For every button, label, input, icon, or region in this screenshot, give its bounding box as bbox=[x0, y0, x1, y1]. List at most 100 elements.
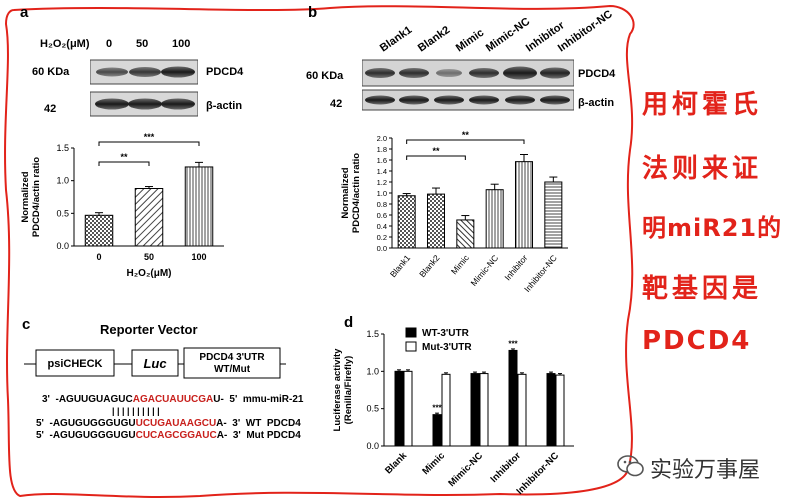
seq-bonds: | | | | | | | | | | bbox=[112, 406, 160, 416]
bar-blank2 bbox=[426, 193, 446, 249]
seq-mir21: 3' -AGUUGUAGUCAGACUAUUCGAU- 5' mmu-miR-2… bbox=[42, 394, 304, 405]
x-tick-label-inhibitor: Inhibitor bbox=[502, 253, 529, 283]
panel-label-a: a bbox=[20, 4, 29, 21]
legend-swatch-mut-3-utr bbox=[405, 341, 417, 352]
lane-label-blank1: Blank1 bbox=[378, 24, 414, 55]
x-tick-label-blank2: Blank2 bbox=[417, 253, 442, 280]
bar-blank-mut-3-utr bbox=[403, 370, 413, 447]
luc-box bbox=[131, 349, 179, 377]
y-axis-label: Luciferase activity bbox=[332, 348, 343, 432]
y-tick-label: 1.8 bbox=[377, 145, 387, 154]
reporter-title: Reporter Vector bbox=[100, 322, 198, 337]
y-tick-label: 1.5 bbox=[56, 143, 69, 153]
x-tick-label-mimic-nc: Mimic-NC bbox=[469, 253, 501, 288]
bar-mimic bbox=[456, 219, 475, 249]
watermark-text: 实验万事屋 bbox=[650, 457, 761, 482]
western-blot-b bbox=[362, 59, 574, 111]
panel-label-d: d bbox=[344, 314, 354, 331]
lane-labels-b: Blank1 Blank2 Mimic Mimic-NC Inhibitor I… bbox=[378, 8, 615, 55]
significance-label: *** bbox=[508, 339, 518, 348]
bar-mimic-mut-3-utr bbox=[441, 373, 451, 447]
y-axis-label: (Renilla/Firefly) bbox=[343, 356, 354, 425]
y-tick-label: 0.0 bbox=[56, 241, 69, 251]
significance-label: *** bbox=[144, 132, 155, 142]
y-tick-label: 0.6 bbox=[377, 211, 387, 220]
bar-mimic-nc bbox=[485, 189, 504, 249]
blot-name-actin-a: β-actin bbox=[206, 100, 243, 112]
y-tick-label: 1.0 bbox=[377, 189, 387, 198]
bar-chart-d: 0.0 0.5 1.0 1.5 Blank *** Mimic Mimic-NC *** Inhi… bbox=[332, 327, 574, 497]
bar-chart-a: 0.00.51.01.50 50 100*****Normalized PDCD4/a… bbox=[20, 132, 224, 279]
bar-inhibitor-mut-3-utr bbox=[517, 373, 527, 447]
panel-label-b: b bbox=[308, 4, 318, 21]
y-tick-label: 2.0 bbox=[377, 134, 387, 143]
significance-label: ** bbox=[462, 130, 470, 140]
significance-bracket bbox=[406, 139, 525, 144]
mw-42-a: 42 bbox=[44, 103, 57, 115]
x-axis-label: H₂O₂(μM) bbox=[127, 268, 172, 279]
x-tick-label-inhibitor: Inhibitor bbox=[488, 450, 523, 485]
x-tick-label-blank1: Blank1 bbox=[388, 253, 413, 280]
blot-name-pdcd4-b: PDCD4 bbox=[578, 68, 616, 80]
significance-label: ** bbox=[120, 152, 128, 162]
x-tick-label-mimic-nc: Mimic-NC bbox=[446, 450, 485, 489]
western-blot-a bbox=[90, 59, 198, 117]
panel-label-c: c bbox=[22, 316, 31, 333]
legend-label-mut-3-utr: Mut-3'UTR bbox=[422, 342, 472, 353]
box-luc-label: Luc bbox=[143, 356, 167, 371]
lane-label-mimic: Mimic bbox=[454, 27, 486, 55]
y-tick-label: 0.5 bbox=[56, 208, 69, 218]
bar-50 bbox=[134, 188, 164, 247]
side-note-line-3: 明miR21的 bbox=[642, 214, 783, 242]
y-tick-label: 1.0 bbox=[56, 176, 69, 186]
x-tick-label-0: 0 bbox=[96, 252, 101, 262]
blot-name-pdcd4-a: PDCD4 bbox=[206, 66, 244, 78]
y-tick-label: 1.2 bbox=[377, 178, 387, 187]
y-axis-label: Normalized bbox=[20, 171, 31, 222]
y-tick-label: 0.0 bbox=[377, 244, 387, 253]
box-psicheck-label: psiCHECK bbox=[47, 358, 102, 370]
y-tick-label: 0.0 bbox=[366, 441, 379, 451]
x-tick-label-50: 50 bbox=[144, 252, 154, 262]
blot-name-actin-b: β-actin bbox=[578, 97, 615, 109]
side-note-line-2: 法则来证 bbox=[642, 154, 763, 184]
significance-label: ** bbox=[432, 146, 440, 156]
mw-42-b: 42 bbox=[330, 98, 343, 110]
lane-label-inhibitor-nc: Inhibitor-NC bbox=[556, 8, 615, 54]
box-utr-label-line1: PDCD4 3'UTR bbox=[199, 352, 265, 363]
significance-bracket bbox=[98, 161, 150, 166]
psicheck-box bbox=[35, 349, 115, 377]
reporter-vector-diagram: psiCHECK Luc PDCD4 3'UTR WT/Mut bbox=[24, 347, 286, 379]
lane-label-mimic-nc: Mimic-NC bbox=[484, 16, 532, 55]
legend-label-wt-3-utr: WT-3'UTR bbox=[422, 328, 470, 339]
dose-50: 50 bbox=[136, 38, 149, 50]
x-tick-label-mimic: Mimic bbox=[449, 252, 471, 276]
seq-wt: 5' -AGUGUGGGUGUUCUGAUAAGCUA- 3' WT PDCD4 bbox=[36, 418, 301, 429]
y-tick-label: 0.2 bbox=[377, 233, 387, 242]
x-tick-label-blank: Blank bbox=[383, 450, 410, 477]
y-tick-label: 0.5 bbox=[366, 404, 379, 414]
bar-blank1 bbox=[397, 195, 416, 249]
mw-60kda-a: 60 KDa bbox=[32, 66, 70, 78]
side-note-line-4: 靶基因是 bbox=[642, 274, 763, 304]
box-utr-label-line2: WT/Mut bbox=[214, 364, 251, 375]
lane-label-blank2: Blank2 bbox=[416, 24, 452, 55]
dose-100: 100 bbox=[172, 38, 191, 50]
bar-100 bbox=[184, 166, 214, 247]
mw-60kda-b: 60 KDa bbox=[306, 70, 344, 82]
bar-chart-b: 0.0 0.2 0.4 0.6 0.8 1.0 1.2 1.4 1.6 1.8 2.0 Blank1 B… bbox=[340, 130, 568, 294]
bar-blank-wt-3-utr bbox=[394, 370, 404, 447]
y-tick-label: 1.4 bbox=[377, 167, 387, 176]
bar-mimic-wt-3-utr bbox=[432, 414, 442, 447]
significance-bracket bbox=[406, 155, 466, 160]
bar-inhibitor-nc-wt-3-utr bbox=[546, 373, 556, 447]
y-tick-label: 0.4 bbox=[377, 222, 387, 231]
y-axis-label: PDCD4/actin ratio bbox=[31, 157, 42, 237]
bar-inhibitor-nc-mut-3-utr bbox=[555, 374, 565, 447]
bar-inhibitor bbox=[514, 161, 534, 249]
x-tick-label-100: 100 bbox=[191, 252, 206, 262]
bar-0 bbox=[84, 214, 114, 247]
seq-mut: 5' -AGUGUGGGUGUCUCAGCGGAUCA- 3' Mut PDCD… bbox=[36, 430, 301, 441]
side-note-line-1: 用柯霍氏 bbox=[642, 90, 763, 120]
